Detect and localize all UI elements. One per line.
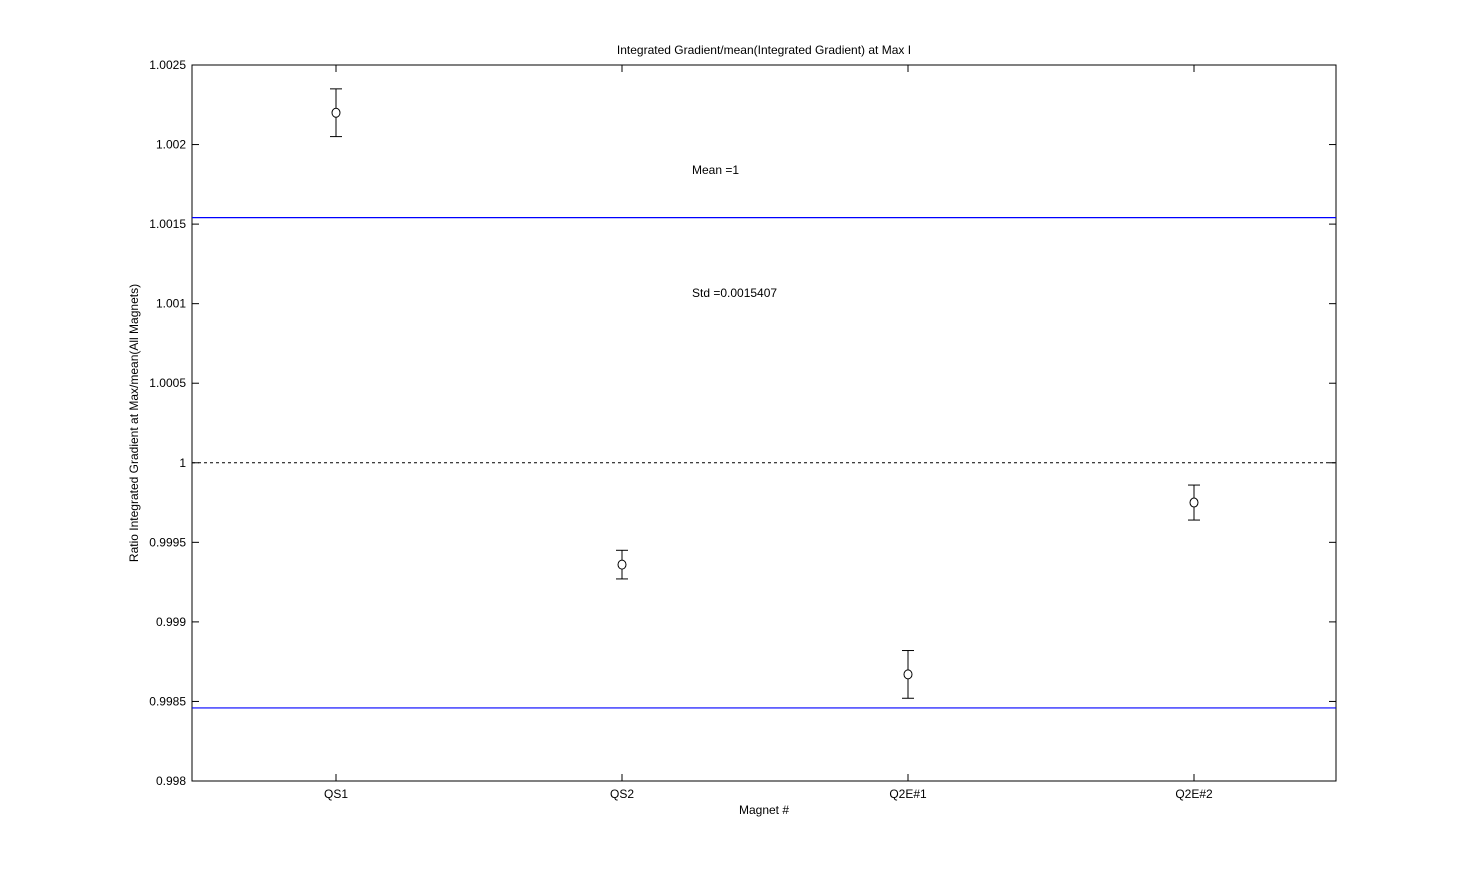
y-tick-label: 1.0025	[149, 58, 186, 72]
y-tick-label: 1.0005	[149, 376, 186, 390]
annotation-std: Std =0.0015407	[692, 286, 777, 300]
x-tick-label: Q2E#2	[1175, 787, 1213, 801]
y-tick-label: 1	[179, 456, 186, 470]
x-axis-label: Magnet #	[739, 803, 789, 817]
point-marker	[903, 669, 913, 680]
point-marker	[1189, 497, 1199, 508]
point-marker	[331, 107, 341, 118]
chart-title: Integrated Gradient/mean(Integrated Grad…	[617, 43, 911, 57]
data-point	[616, 549, 628, 580]
point-marker	[617, 559, 627, 570]
plot-area	[191, 64, 1337, 782]
x-tick-label: QS2	[610, 787, 634, 801]
y-tick-label: 0.999	[156, 615, 186, 629]
y-tick-label: 0.998	[156, 774, 186, 788]
y-axis-label: Ratio Integrated Gradient at Max/mean(Al…	[127, 284, 141, 562]
annotation-mean: Mean =1	[692, 163, 739, 177]
data-point	[330, 88, 342, 138]
y-tick-label: 0.9995	[149, 535, 186, 549]
y-tick-label: 1.0015	[149, 217, 186, 231]
y-tick-label: 1.001	[156, 297, 186, 311]
y-tick-label: 1.002	[156, 138, 186, 152]
x-tick-label: QS1	[324, 787, 348, 801]
data-point	[1188, 484, 1200, 521]
data-point	[902, 650, 914, 699]
y-tick-label: 0.9985	[149, 694, 186, 708]
x-tick-label: Q2E#1	[889, 787, 927, 801]
